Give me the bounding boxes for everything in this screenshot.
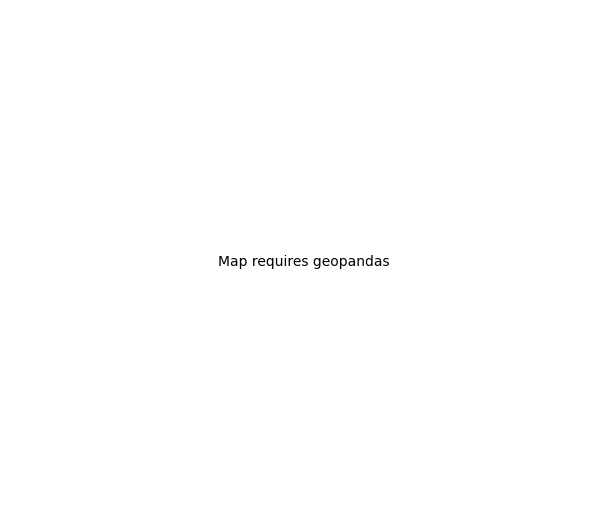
Text: Map requires geopandas: Map requires geopandas — [218, 255, 389, 269]
